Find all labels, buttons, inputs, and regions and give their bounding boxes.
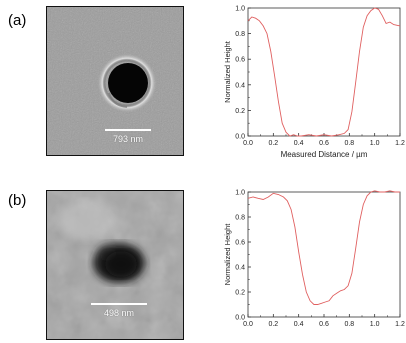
panel-label-b: (b) xyxy=(8,192,27,209)
x-tick-label: 0.6 xyxy=(319,140,329,147)
profile-line xyxy=(247,190,400,305)
x-tick-label: 0.2 xyxy=(268,140,278,147)
x-tick-label: 0.4 xyxy=(294,321,304,328)
scale-bar-label-a: 793 nm xyxy=(112,134,144,144)
profile-chart-a: 0.0 0.2 0.4 0.6 0.8 1.0 0.0 0.2 0.4 0.6 0.8 1.0 1.2 N… xyxy=(223,6,405,160)
y-axis-label: Normalized Height xyxy=(223,223,232,286)
y-tick-label: 0.6 xyxy=(235,57,245,64)
x-tick-label: 1.0 xyxy=(370,321,380,328)
micrograph-b: 498 nm xyxy=(46,190,184,340)
plot-frame xyxy=(247,191,401,318)
micrograph-b-image xyxy=(47,191,183,339)
x-tick-label: 0.0 xyxy=(243,321,253,328)
x-tick-label: 0.8 xyxy=(344,321,354,328)
y-tick-label: 0.2 xyxy=(235,290,245,297)
profile-chart-b: 0.0 0.2 0.4 0.6 0.8 1.0 0.0 0.2 0.4 0.6 0.8 1.0 1.2 N… xyxy=(223,190,405,329)
x-tick-label: 1.2 xyxy=(395,321,405,328)
y-tick-label: 0.6 xyxy=(235,240,245,247)
x-tick-label: 1.0 xyxy=(370,140,380,147)
y-tick-label: 0.2 xyxy=(235,108,245,115)
micrograph-a: 793 nm xyxy=(46,6,184,156)
x-tick-label: 0.8 xyxy=(344,140,354,147)
y-tick-label: 0.8 xyxy=(235,215,245,222)
x-tick-label: 1.2 xyxy=(395,140,405,147)
x-axis-label: Measured Distance / µm xyxy=(281,150,368,159)
scale-bar-b xyxy=(91,303,147,305)
micrograph-a-image xyxy=(47,7,183,155)
x-tick-label: 0.2 xyxy=(268,321,278,328)
plot-frame xyxy=(247,7,401,137)
y-tick-label: 0.0 xyxy=(235,134,245,141)
y-tick-label: 1.0 xyxy=(235,190,245,197)
scale-bar-label-b: 498 nm xyxy=(103,308,135,318)
y-axis-label: Normalized Height xyxy=(223,40,232,103)
y-tick-label: 0.8 xyxy=(235,31,245,38)
y-tick-label: 1.0 xyxy=(235,6,245,13)
profile-line xyxy=(247,7,401,137)
x-tick-label: 0.0 xyxy=(243,140,253,147)
x-tick-label: 0.6 xyxy=(319,321,329,328)
y-tick-label: 0.0 xyxy=(235,315,245,322)
scale-bar-a xyxy=(105,129,151,131)
y-tick-label: 0.4 xyxy=(235,265,245,272)
panel-label-a: (a) xyxy=(8,12,27,29)
x-tick-label: 0.4 xyxy=(294,140,304,147)
y-tick-label: 0.4 xyxy=(235,82,245,89)
